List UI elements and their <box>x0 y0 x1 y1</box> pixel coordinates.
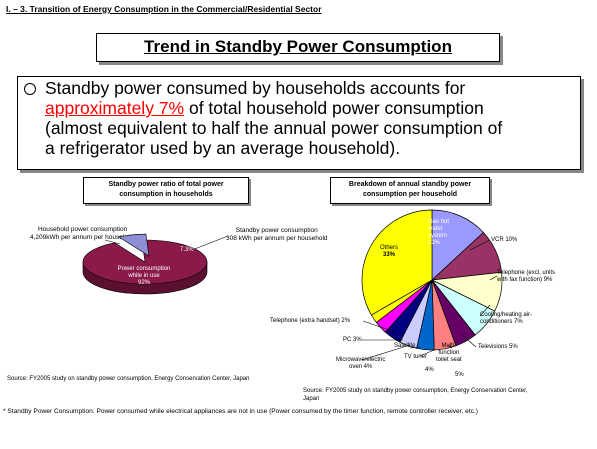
right-chart-title: Breakdown of annual standby power consum… <box>330 177 490 204</box>
others-label: Others <box>379 245 398 251</box>
standby-slice-label: 7.3% <box>180 247 194 253</box>
vcr-label: VCR 10% <box>491 237 518 243</box>
gas-label-line1: Gas hot <box>428 219 450 225</box>
cooling-label-line2: conditioners 7% <box>480 319 523 325</box>
right-chart-title-line2: consumption per household <box>362 191 458 198</box>
right-source-line1: Source: FY2005 study on standby power co… <box>303 388 528 394</box>
inuse-label-line1: Power consumption <box>117 266 171 272</box>
right-chart-title-line1: Breakdown of annual standby power <box>348 181 472 188</box>
standby-consumption-label: Standby power consumption 308 kWh per an… <box>226 227 328 243</box>
toilet-label-line2: function <box>438 350 460 356</box>
telephone-label-line2: with fax function) 9% <box>497 277 553 283</box>
satellite-label: Satellite <box>394 343 416 349</box>
left-chart-title-line2: consumption in households <box>119 191 213 198</box>
footnote: * Standby Power Consumption: Power consu… <box>3 408 478 415</box>
household-consumption-label: Household power consumption 4,209kWh per… <box>30 226 135 242</box>
summary-line-1: Standby power consumed by households acc… <box>45 78 466 98</box>
tvtuner-leader <box>419 349 435 357</box>
summary-line-4: a refrigerator used by an average househ… <box>45 138 401 158</box>
toilet-label-line1: Multi- <box>441 343 457 349</box>
telephone-label: Telephone (excl. units with fax function… <box>497 270 555 284</box>
microwave-leader <box>361 344 411 361</box>
standby-label-line2: 308 kWh per annum per household <box>226 235 328 242</box>
telephone-leader <box>489 275 498 281</box>
inuse-label-pct: 92% <box>137 280 150 286</box>
standby-slice <box>117 233 150 257</box>
others-slice-label: Others 33% <box>372 245 406 259</box>
summary-highlight: approximately 7% <box>45 98 185 118</box>
others-pct: 33% <box>382 252 395 258</box>
right-source-line2: Japan <box>303 396 320 402</box>
toilet-seat-label: Multi- function toilet seat <box>436 343 462 364</box>
telephone-label-line1: Telephone (excl. units <box>497 270 556 276</box>
microwave-label: Microwave/electric oven 4% <box>336 357 385 371</box>
satellite-leader <box>409 346 421 349</box>
telephone-extra-leader <box>362 320 399 334</box>
summary-text: Standby power consumed by households acc… <box>45 78 574 158</box>
right-source: Source: FY2005 study on standby power co… <box>303 387 527 403</box>
microwave-label-line1: Microwave/electric <box>336 357 386 363</box>
household-leader <box>104 239 121 245</box>
inuse-label-line2: while in use <box>128 273 160 279</box>
left-pie-chart <box>82 233 208 295</box>
household-label-line1: Household power consumption <box>37 226 128 233</box>
gas-slice-label: Gas hot water system 13% <box>428 219 449 247</box>
pc-label: PC 3% <box>343 337 362 343</box>
cooling-leader <box>479 304 491 317</box>
title-box: Trend in Standby Power Consumption <box>96 33 500 62</box>
cooling-label-line1: Cooling/heating air- <box>480 312 533 318</box>
vcr-leader <box>469 239 491 251</box>
bullet-circle-icon <box>24 83 36 95</box>
tv-tuner-label: TV tuner <box>404 354 428 360</box>
inuse-slice-label: Power consumption while in use 92% <box>114 266 174 287</box>
cooling-label: Cooling/heating air- conditioners 7% <box>480 312 532 326</box>
televisions-leader <box>461 334 477 348</box>
gas-label-line2: water <box>428 226 443 232</box>
page-title: Trend in Standby Power Consumption <box>144 37 452 56</box>
section-label: I. – 3. Transition of Energy Consumption… <box>6 4 322 14</box>
left-chart-title-line1: Standby power ratio of total power <box>108 181 224 188</box>
toilet-seat-pct: 5% <box>455 372 464 378</box>
household-label-line2: 4,209kWh per annum per household <box>30 234 136 241</box>
tv-tuner-pct: 4% <box>425 367 434 373</box>
gas-label-line4: 13% <box>428 240 441 246</box>
right-pie-chart <box>361 209 503 351</box>
standby-label-line1: Standby power consumption <box>235 227 318 234</box>
standby-leader <box>191 235 229 251</box>
inuse-slice <box>82 239 208 285</box>
right-pie-slice-others <box>361 209 433 316</box>
toilet-leader <box>447 344 453 349</box>
microwave-label-line2: oven 4% <box>349 364 373 370</box>
left-source: Source: FY2005 study on standby power co… <box>7 376 250 382</box>
toilet-label-line3: toilet seat <box>436 357 462 363</box>
leader-lines <box>104 235 498 361</box>
left-chart-title: Standby power ratio of total power consu… <box>83 177 249 204</box>
televisions-label: Televisions 5% <box>478 344 518 350</box>
summary-box: Standby power consumed by households acc… <box>17 76 581 170</box>
summary-line-3: (almost equivalent to half the annual po… <box>45 118 503 138</box>
telephone-extra-label: Telephone (extra handset) 2% <box>270 318 351 324</box>
gas-label-line3: system <box>428 233 448 239</box>
summary-line-2: of total household power consumption <box>184 98 484 118</box>
right-pie-slice-gas-hot-water-system <box>431 209 484 281</box>
